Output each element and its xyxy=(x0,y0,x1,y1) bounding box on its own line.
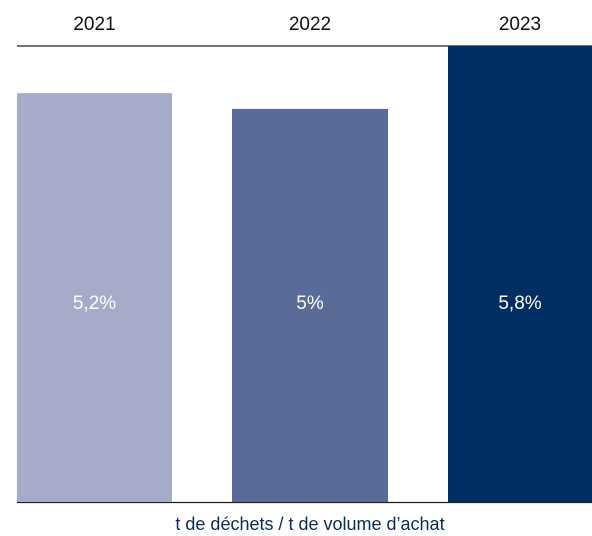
x-axis-label: t de déchets / t de volume d’achat xyxy=(175,514,444,534)
category-label: 2022 xyxy=(289,14,331,35)
category-label: 2021 xyxy=(73,14,115,35)
value-label: 5,8% xyxy=(498,293,541,314)
value-label: 5% xyxy=(296,293,324,314)
bar xyxy=(17,93,172,502)
category-label: 2023 xyxy=(499,14,541,35)
bar xyxy=(232,108,388,503)
value-label: 5,2% xyxy=(73,293,116,314)
bar xyxy=(448,46,592,502)
